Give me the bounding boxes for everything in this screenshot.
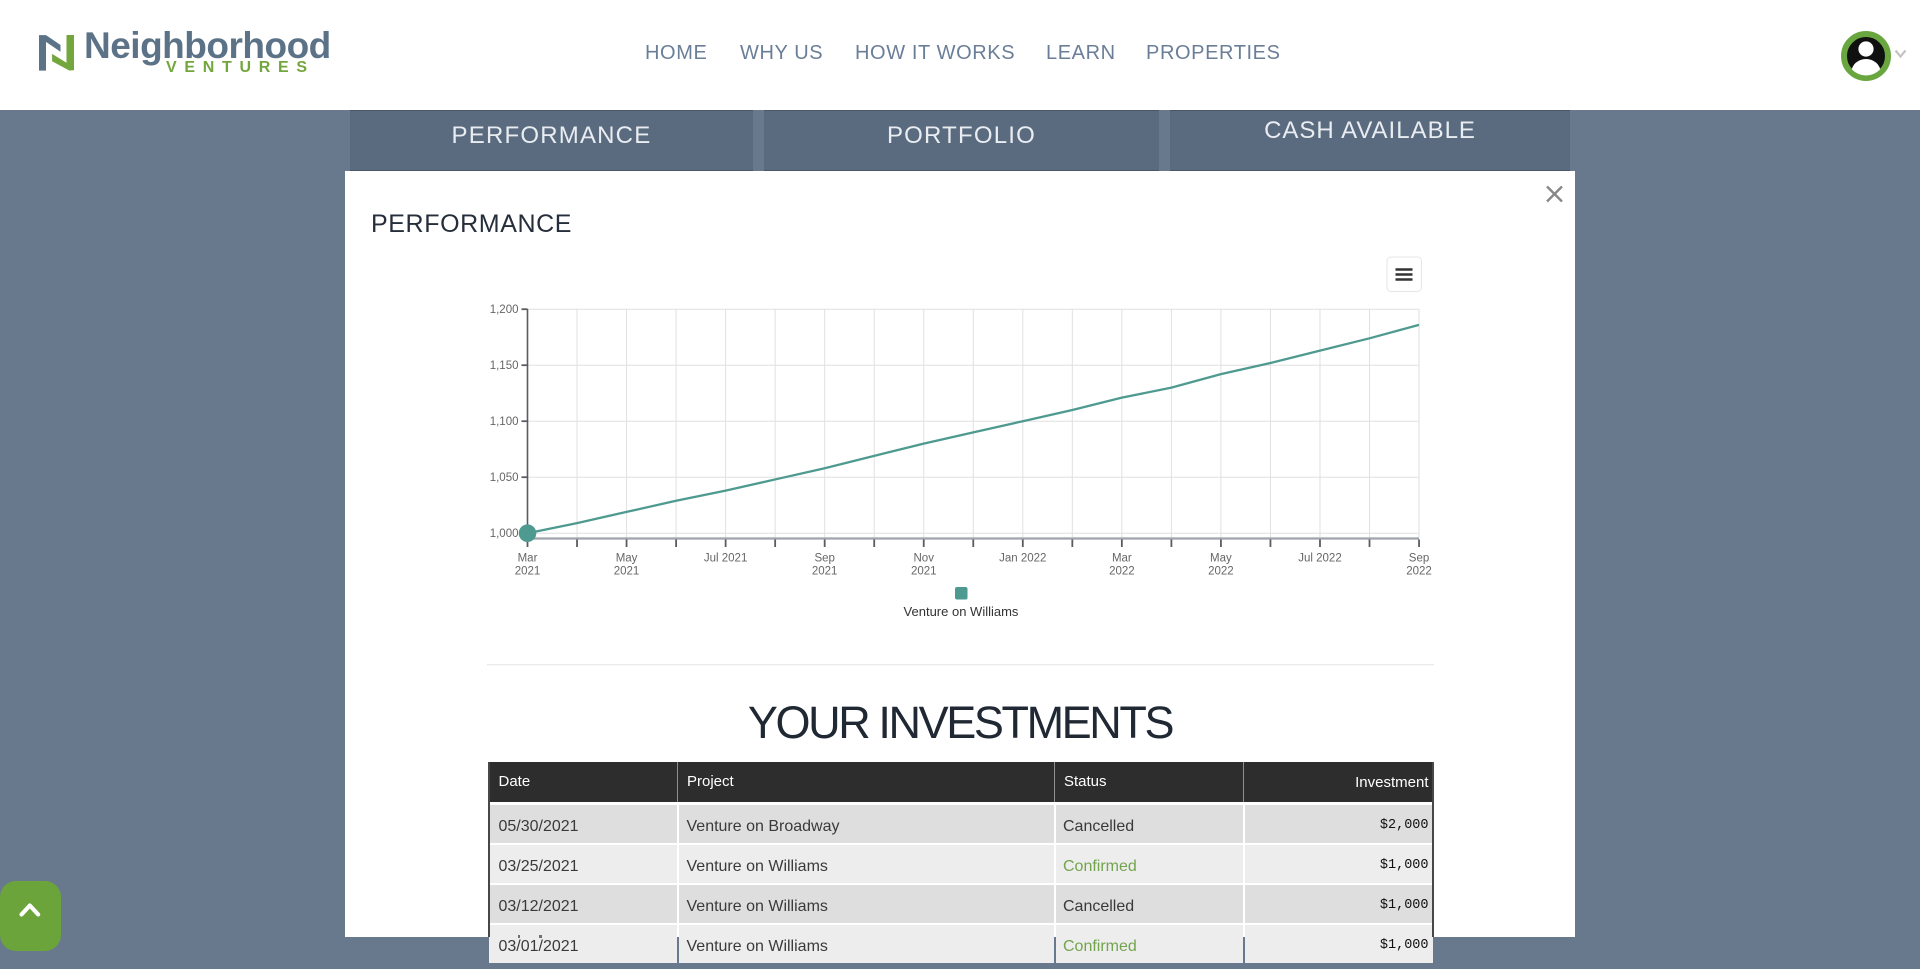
svg-text:1,100: 1,100 <box>490 416 519 428</box>
svg-text:1,050: 1,050 <box>490 472 519 484</box>
svg-text:Jul 2022: Jul 2022 <box>1298 553 1341 565</box>
svg-text:Mar: Mar <box>518 553 538 565</box>
svg-text:1,200: 1,200 <box>490 304 519 316</box>
svg-text:2021: 2021 <box>911 566 937 578</box>
svg-text:Nov: Nov <box>914 553 935 565</box>
svg-text:Venture on Williams: Venture on Williams <box>904 604 1019 619</box>
svg-text:Jan 2022: Jan 2022 <box>999 553 1046 565</box>
svg-text:May: May <box>1210 553 1232 565</box>
svg-text:Sep: Sep <box>814 553 834 565</box>
svg-text:Sep: Sep <box>1409 553 1429 565</box>
svg-text:2022: 2022 <box>1406 566 1432 578</box>
svg-text:2021: 2021 <box>614 566 640 578</box>
svg-text:Mar: Mar <box>1112 553 1132 565</box>
svg-text:Jul 2021: Jul 2021 <box>704 553 747 565</box>
svg-text:2021: 2021 <box>515 566 541 578</box>
svg-text:May: May <box>616 553 638 565</box>
svg-text:1,150: 1,150 <box>490 360 519 372</box>
svg-text:1,000: 1,000 <box>490 528 519 540</box>
svg-text:2022: 2022 <box>1208 566 1234 578</box>
svg-text:2022: 2022 <box>1109 566 1135 578</box>
svg-text:2021: 2021 <box>812 566 838 578</box>
